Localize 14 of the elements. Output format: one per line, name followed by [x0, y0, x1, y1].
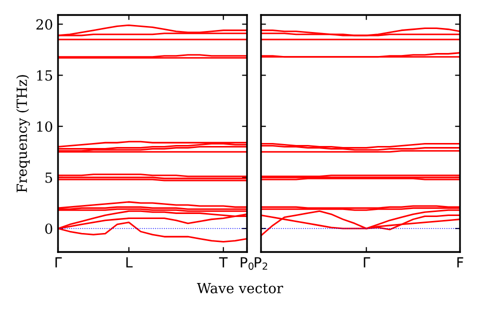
x-tick-label: T: [219, 257, 228, 268]
x-tick-label: Γ: [364, 257, 370, 268]
y-tick-label: 0: [45, 223, 52, 234]
x-tick-label: F: [457, 257, 464, 268]
x-tick-label: P$_{2}$: [254, 257, 268, 270]
y-axis-title: Frequency (THz): [16, 75, 30, 192]
y-tick-label: 15: [37, 70, 52, 81]
y-tick-label: 5: [45, 172, 52, 183]
y-tick-label: 20: [36, 19, 52, 30]
x-tick-label: L: [126, 257, 133, 268]
x-axis-title: Wave vector: [196, 283, 284, 294]
x-tick-label: Γ: [55, 257, 62, 268]
x-tick-label: P$_{0}$: [240, 257, 254, 270]
y-tick-label: 10: [37, 121, 52, 132]
